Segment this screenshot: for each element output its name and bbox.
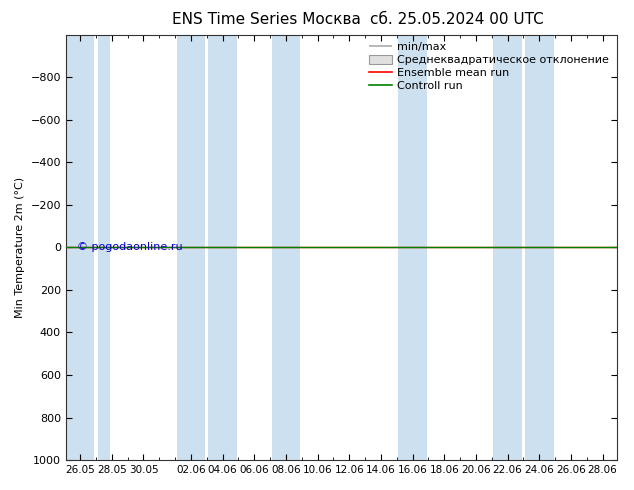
- Y-axis label: Min Temperature 2m (°C): Min Temperature 2m (°C): [15, 177, 25, 318]
- Bar: [177, 35, 205, 460]
- Bar: [525, 35, 553, 460]
- Bar: [272, 35, 301, 460]
- Text: ENS Time Series Москва: ENS Time Series Москва: [172, 12, 361, 27]
- Legend: min/max, Среднеквадратическое отклонение, Ensemble mean run, Controll run: min/max, Среднеквадратическое отклонение…: [367, 40, 611, 94]
- Text: © pogodaonline.ru: © pogodaonline.ru: [77, 243, 183, 252]
- Bar: [209, 35, 237, 460]
- Text: сб. 25.05.2024 00 UTC: сб. 25.05.2024 00 UTC: [370, 12, 543, 27]
- Bar: [493, 35, 522, 460]
- Bar: [98, 35, 110, 460]
- Bar: [398, 35, 427, 460]
- Bar: [66, 35, 94, 460]
